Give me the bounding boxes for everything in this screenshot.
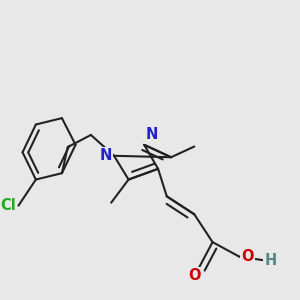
Text: N: N xyxy=(99,148,112,163)
Text: H: H xyxy=(265,253,277,268)
Text: Cl: Cl xyxy=(0,198,16,213)
Text: O: O xyxy=(188,268,200,283)
Text: N: N xyxy=(146,128,158,142)
Text: O: O xyxy=(242,249,254,264)
